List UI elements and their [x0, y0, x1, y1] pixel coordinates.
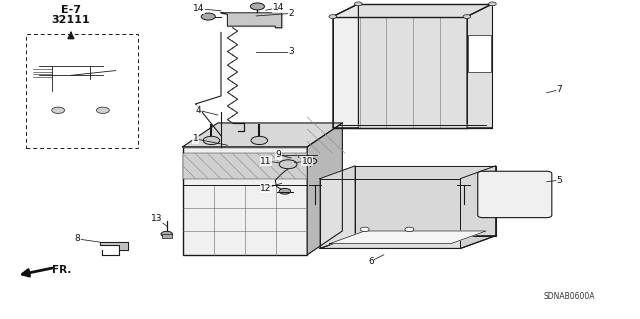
Circle shape: [355, 2, 362, 6]
Polygon shape: [333, 17, 467, 128]
Circle shape: [329, 15, 337, 19]
Text: 5: 5: [557, 176, 563, 185]
Circle shape: [52, 107, 65, 114]
Bar: [26, 34, 138, 148]
Bar: [468, 35, 490, 72]
Text: 4: 4: [196, 106, 202, 115]
Polygon shape: [461, 166, 495, 249]
Text: 7: 7: [557, 85, 563, 94]
Text: 13: 13: [152, 214, 163, 223]
Polygon shape: [330, 231, 486, 244]
Text: 10: 10: [301, 157, 313, 166]
Text: 32111: 32111: [52, 15, 90, 25]
Text: 12: 12: [260, 184, 271, 193]
Text: 9: 9: [276, 150, 282, 159]
Text: SDNAB0600A: SDNAB0600A: [543, 292, 595, 300]
Circle shape: [488, 2, 496, 6]
Bar: [182, 153, 307, 179]
Circle shape: [250, 3, 264, 10]
Text: 14: 14: [273, 3, 284, 12]
Circle shape: [463, 15, 470, 19]
Circle shape: [405, 227, 414, 232]
Text: 3: 3: [289, 47, 294, 56]
Polygon shape: [320, 179, 461, 249]
Polygon shape: [221, 13, 282, 28]
Text: 8: 8: [74, 234, 80, 243]
Polygon shape: [333, 4, 358, 128]
Circle shape: [279, 189, 291, 194]
Text: E-7: E-7: [61, 5, 81, 15]
Polygon shape: [182, 123, 342, 147]
Circle shape: [279, 160, 297, 169]
Text: 11: 11: [260, 157, 271, 166]
Bar: [162, 234, 172, 238]
FancyBboxPatch shape: [477, 171, 552, 218]
Circle shape: [201, 13, 215, 20]
Text: FR.: FR.: [52, 265, 71, 275]
Polygon shape: [355, 166, 495, 236]
Polygon shape: [320, 166, 355, 249]
Text: 1: 1: [193, 134, 198, 143]
Text: 14: 14: [193, 4, 204, 13]
Text: 6: 6: [368, 257, 374, 266]
Polygon shape: [100, 242, 129, 250]
Polygon shape: [320, 236, 495, 249]
Polygon shape: [358, 4, 492, 128]
Text: 2: 2: [289, 9, 294, 18]
Bar: [182, 147, 307, 255]
Polygon shape: [467, 4, 492, 128]
Circle shape: [360, 227, 369, 232]
Circle shape: [97, 107, 109, 114]
Circle shape: [161, 231, 173, 237]
Circle shape: [203, 136, 220, 145]
Polygon shape: [307, 123, 342, 255]
Circle shape: [304, 158, 317, 164]
Circle shape: [251, 136, 268, 145]
